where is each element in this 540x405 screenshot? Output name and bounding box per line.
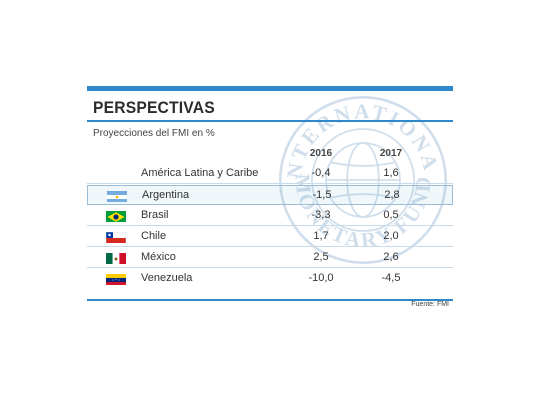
value-2016: -10,0 — [308, 272, 334, 284]
value-2016: 1,7 — [313, 230, 329, 242]
table-row-highlighted: Argentina -1,5 2,8 — [87, 185, 453, 205]
column-header-2016: 2016 — [309, 148, 333, 159]
value-2017: -4,5 — [381, 272, 401, 284]
value-2016: -0,4 — [311, 167, 331, 179]
argentina-flag-icon — [107, 190, 127, 202]
source-note: Fuente: FMI — [411, 301, 449, 308]
value-2017: 0,5 — [383, 209, 399, 221]
column-header-2017: 2017 — [379, 148, 403, 159]
title-divider — [87, 120, 453, 122]
imf-projections-card: INTERNATIONAL MONETARY FUND PERSPECTIVAS… — [87, 86, 453, 310]
value-2017: 2,8 — [384, 189, 400, 201]
row-label: Chile — [141, 230, 167, 242]
value-2016: 2,5 — [313, 251, 329, 263]
table-row: México 2,5 2,6 — [87, 248, 453, 268]
table-row: Chile 1,7 2,0 — [87, 227, 453, 247]
table-subtitle: Proyecciones del FMI en % — [93, 128, 215, 139]
row-label: Brasil — [141, 209, 169, 221]
value-2017: 2,6 — [383, 251, 399, 263]
venezuela-flag-icon — [106, 273, 126, 285]
brazil-flag-icon — [106, 210, 126, 222]
page-title: PERSPECTIVAS — [93, 98, 215, 117]
bottom-divider — [87, 299, 453, 301]
table-row: América Latina y Caribe -0,4 1,6 — [87, 164, 453, 184]
value-2017: 1,6 — [383, 167, 399, 179]
value-2017: 2,0 — [383, 230, 399, 242]
top-accent-bar — [87, 86, 453, 91]
row-label: América Latina y Caribe — [141, 167, 259, 179]
value-2016: -3,3 — [311, 209, 331, 221]
table-row: Venezuela -10,0 -4,5 — [87, 269, 453, 289]
value-2016: -1,5 — [312, 189, 332, 201]
row-label: México — [141, 251, 176, 263]
chile-flag-icon — [106, 231, 126, 243]
row-label: Venezuela — [141, 272, 193, 284]
mexico-flag-icon — [106, 252, 126, 264]
table-row: Brasil -3,3 0,5 — [87, 206, 453, 226]
row-label: Argentina — [142, 189, 190, 201]
